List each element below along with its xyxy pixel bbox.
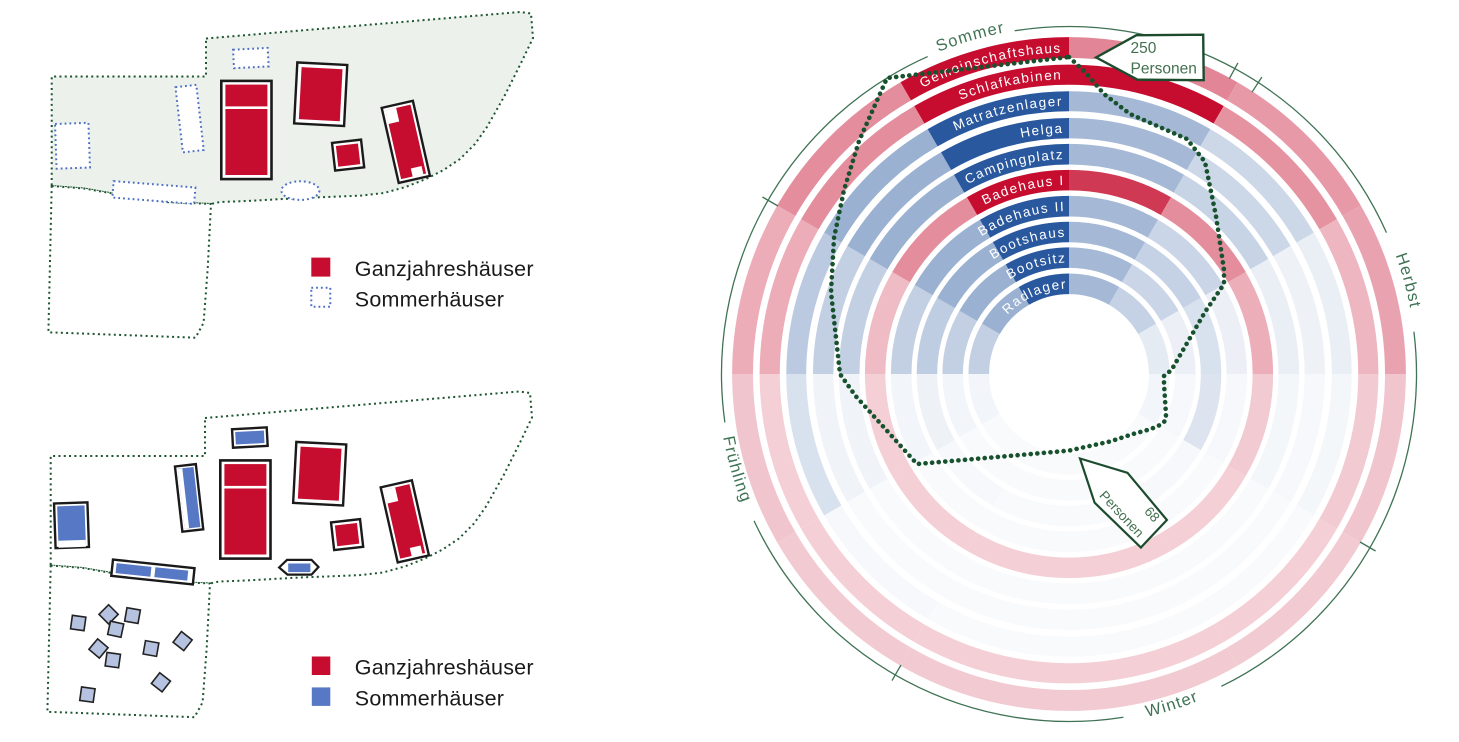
svg-text:Personen: Personen bbox=[1131, 61, 1197, 78]
svg-text:Ganzjahreshäuser: Ganzjahreshäuser bbox=[355, 257, 534, 281]
svg-text:Ganzjahreshäuser: Ganzjahreshäuser bbox=[355, 656, 534, 680]
svg-text:68: 68 bbox=[1141, 504, 1162, 525]
svg-text:Sommerhäuser: Sommerhäuser bbox=[355, 686, 504, 710]
svg-text:250: 250 bbox=[1131, 40, 1157, 57]
svg-text:Sommerhäuser: Sommerhäuser bbox=[355, 287, 504, 311]
